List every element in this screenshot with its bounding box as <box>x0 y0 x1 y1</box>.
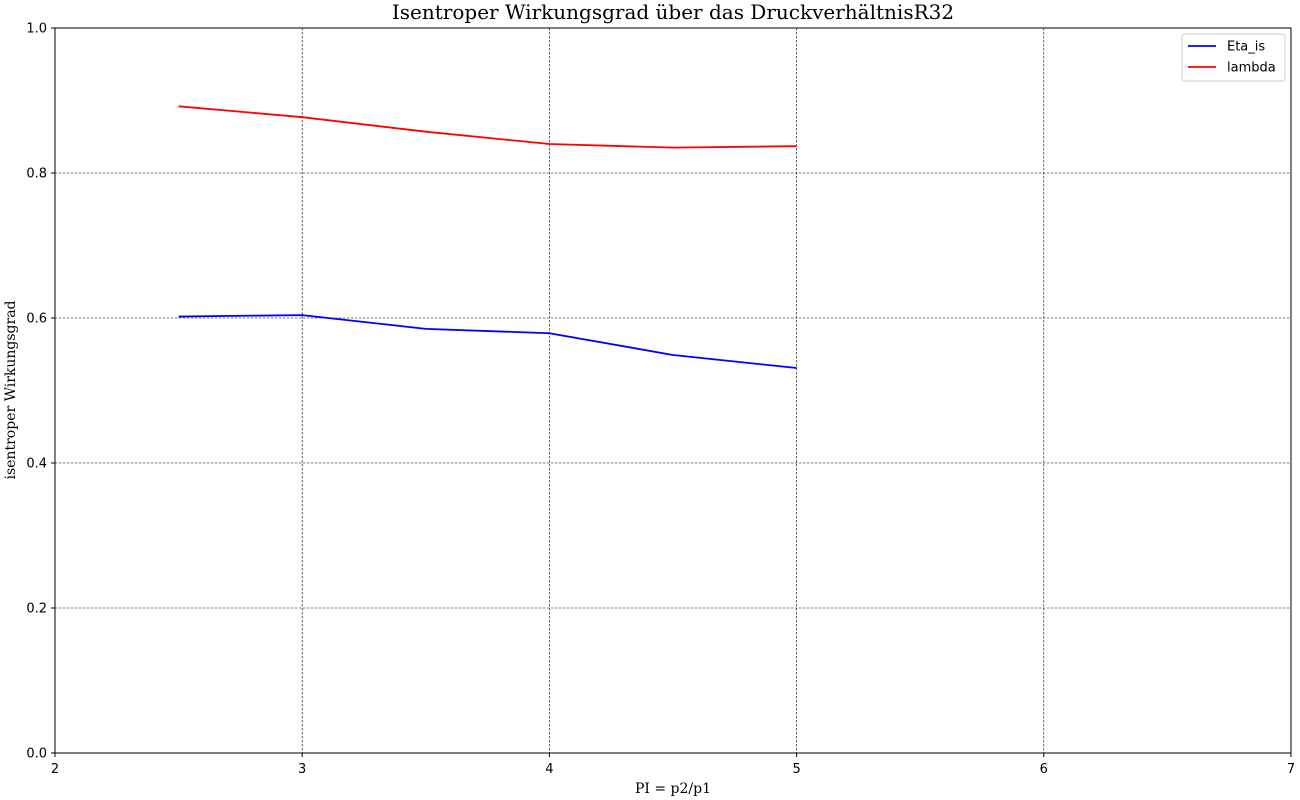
plot-frame <box>54 27 1292 754</box>
x-tick-label: 2 <box>51 762 59 777</box>
legend-label: Eta_is <box>1227 40 1265 55</box>
x-axis-ticks: 2 3 4 5 6 7 <box>51 753 1295 777</box>
series-line-lambda <box>178 105 797 149</box>
y-tick-label: 0.0 <box>26 747 47 762</box>
x-tick-label: 7 <box>1287 762 1295 777</box>
y-tick-label: 0.4 <box>26 457 47 472</box>
y-axis-ticks: 0.0 0.2 0.4 0.6 0.8 1.0 <box>26 22 55 762</box>
y-tick-label: 0.8 <box>26 167 47 182</box>
grid <box>55 28 1291 753</box>
chart-title: Isentroper Wirkungsgrad über das Druckve… <box>392 0 954 24</box>
y-axis-label: isentroper Wirkungsgrad <box>3 300 19 479</box>
x-axis-label: PI = p2/p1 <box>635 781 711 797</box>
x-tick-label: 4 <box>545 762 553 777</box>
y-tick-label: 0.2 <box>26 602 47 617</box>
y-tick-label: 0.6 <box>26 312 47 327</box>
y-tick-label: 1.0 <box>26 22 47 37</box>
series-lines <box>178 105 797 369</box>
legend-label: lambda <box>1227 61 1276 76</box>
x-tick-label: 3 <box>298 762 306 777</box>
x-tick-label: 6 <box>1040 762 1048 777</box>
x-tick-label: 5 <box>792 762 800 777</box>
series-line-eta-is <box>178 314 797 369</box>
